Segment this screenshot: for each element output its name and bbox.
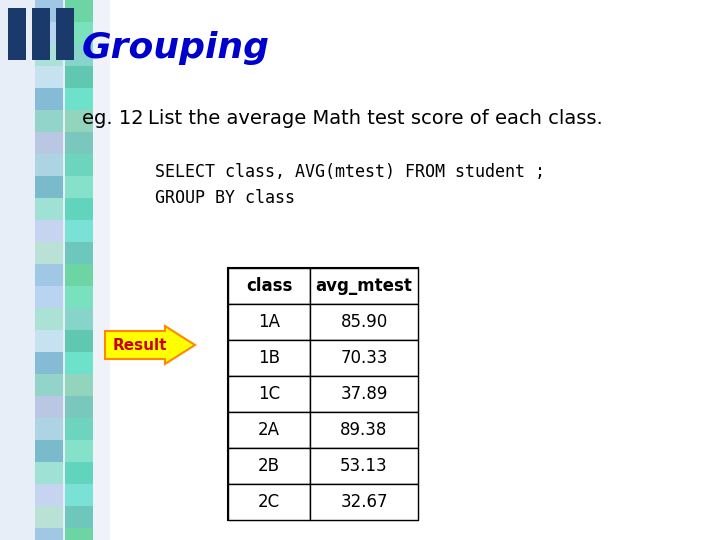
Bar (65, 484, 93, 506)
Bar (35, 22, 63, 44)
Text: List the average Math test score of each class.: List the average Math test score of each… (148, 109, 603, 127)
Bar (35, 308, 63, 330)
Bar (35, 330, 63, 352)
Bar (35, 220, 63, 242)
Bar (65, 0, 93, 22)
Bar (35, 66, 63, 88)
Bar (8, 8, 26, 60)
Bar (65, 396, 93, 418)
Bar (65, 308, 93, 330)
Bar (35, 242, 63, 264)
Bar (65, 198, 93, 220)
Bar (35, 462, 63, 484)
Bar (35, 440, 63, 462)
Bar (65, 154, 93, 176)
Text: 53.13: 53.13 (340, 457, 388, 475)
Bar (65, 242, 93, 264)
Bar (35, 44, 63, 66)
Bar (35, 374, 63, 396)
Bar (56, 8, 74, 60)
Bar (228, 376, 310, 412)
Bar (35, 176, 63, 198)
Bar (35, 506, 63, 528)
Bar (310, 484, 418, 520)
Text: eg. 12: eg. 12 (82, 109, 143, 127)
Bar (310, 268, 418, 304)
Bar (65, 462, 93, 484)
Bar (35, 352, 63, 374)
Bar (35, 110, 63, 132)
Text: 1B: 1B (258, 349, 280, 367)
Bar (35, 528, 63, 540)
Bar (228, 268, 418, 520)
Bar (35, 264, 63, 286)
Text: 70.33: 70.33 (341, 349, 388, 367)
Bar (65, 44, 93, 66)
Bar (65, 286, 93, 308)
Bar (310, 412, 418, 448)
Bar (32, 8, 50, 60)
Bar (228, 268, 310, 304)
Bar (228, 484, 310, 520)
Text: 85.90: 85.90 (341, 313, 387, 331)
Bar (65, 66, 93, 88)
Bar (65, 176, 93, 198)
Text: Grouping: Grouping (82, 31, 270, 65)
Bar (65, 220, 93, 242)
Bar (35, 154, 63, 176)
Bar (35, 198, 63, 220)
Bar (65, 132, 93, 154)
Bar (310, 448, 418, 484)
Bar (65, 528, 93, 540)
Bar (65, 352, 93, 374)
Text: 32.67: 32.67 (341, 493, 388, 511)
Bar (35, 396, 63, 418)
Bar (65, 374, 93, 396)
Text: avg_mtest: avg_mtest (315, 277, 413, 295)
Bar (228, 340, 310, 376)
Bar (35, 286, 63, 308)
Bar (0, 0, 110, 540)
Text: 2A: 2A (258, 421, 280, 439)
Bar (35, 418, 63, 440)
Bar (65, 418, 93, 440)
Text: 2C: 2C (258, 493, 280, 511)
Text: GROUP BY class: GROUP BY class (155, 189, 295, 207)
Text: 1C: 1C (258, 385, 280, 403)
Bar (65, 88, 93, 110)
Bar (65, 22, 93, 44)
Bar (93, 0, 110, 540)
Bar (35, 484, 63, 506)
Text: Result: Result (113, 338, 168, 353)
Bar (65, 330, 93, 352)
Bar (310, 376, 418, 412)
Bar (228, 448, 310, 484)
Bar (0, 0, 35, 540)
Bar (310, 304, 418, 340)
Text: 1A: 1A (258, 313, 280, 331)
Bar (310, 340, 418, 376)
Bar (35, 0, 63, 22)
Bar (65, 264, 93, 286)
Bar (65, 110, 93, 132)
Bar (35, 88, 63, 110)
Bar (35, 132, 63, 154)
FancyArrow shape (105, 326, 195, 364)
Bar (228, 304, 310, 340)
Text: 37.89: 37.89 (341, 385, 387, 403)
Bar (65, 506, 93, 528)
Text: SELECT class, AVG(mtest) FROM student ;: SELECT class, AVG(mtest) FROM student ; (155, 163, 545, 181)
Text: 2B: 2B (258, 457, 280, 475)
Bar (228, 412, 310, 448)
Bar (65, 440, 93, 462)
Text: class: class (246, 277, 292, 295)
Text: 89.38: 89.38 (341, 421, 387, 439)
